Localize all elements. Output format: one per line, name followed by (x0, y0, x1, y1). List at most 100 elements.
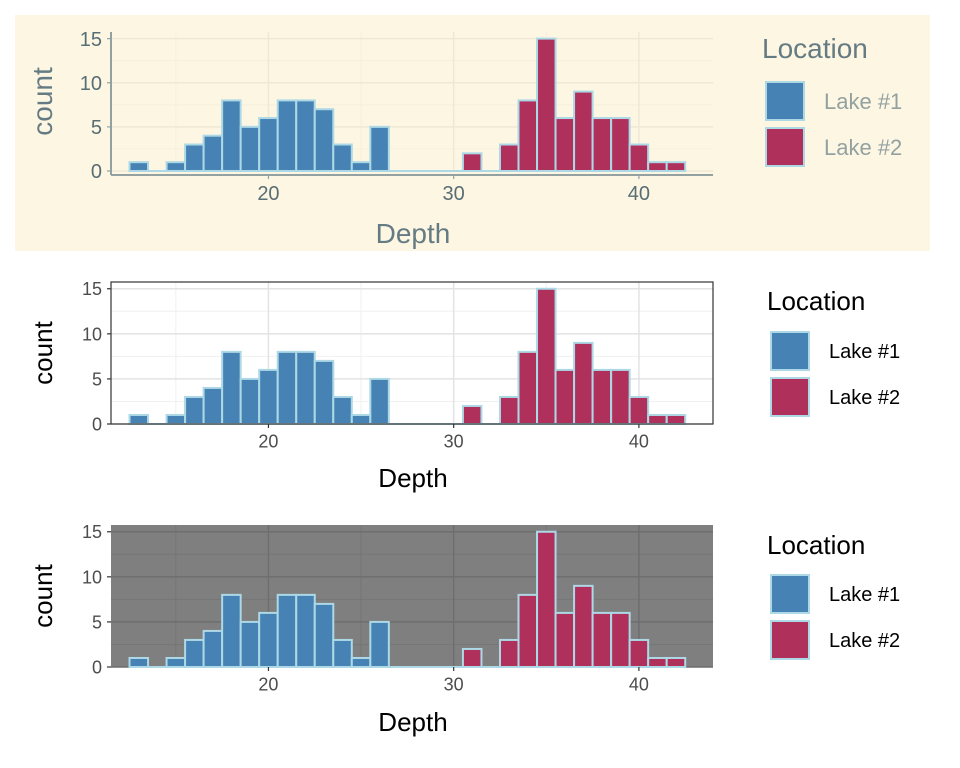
legend-label: Lake #1 (824, 89, 902, 114)
x-tick-label: 30 (444, 674, 464, 694)
legend-label: Lake #1 (829, 584, 900, 606)
histogram-bar (332, 143, 353, 172)
histogram-bar (258, 117, 279, 173)
y-tick-label: 0 (91, 161, 102, 183)
histogram-bar (461, 647, 483, 669)
histogram-bar (221, 99, 242, 172)
y-axis-title: count (28, 563, 58, 627)
histogram-bar (610, 117, 631, 173)
histogram-bar (258, 611, 279, 669)
panel-border (110, 281, 714, 425)
histogram-bar (554, 368, 576, 425)
histogram-bar (350, 413, 372, 426)
histogram-bar (369, 377, 390, 425)
histogram-bar (610, 368, 631, 425)
histogram-bar (517, 350, 539, 425)
histogram-bar (184, 395, 205, 426)
histogram-bar (554, 117, 576, 173)
histogram-bar (665, 413, 687, 426)
histogram-bar (165, 413, 187, 426)
histogram-bar (591, 368, 613, 425)
legend-label: Lake #1 (829, 341, 900, 363)
chart-1-solarized: 0 5 10 15 20 30 40 Depth count Location Lake #1 Lak… (15, 15, 930, 251)
y-tick-label: 15 (82, 279, 102, 299)
histogram-bar (573, 90, 594, 172)
histogram-bar (647, 161, 668, 173)
series-lake-1 (128, 350, 464, 426)
histogram-bar (202, 629, 224, 669)
histogram-bar (665, 656, 687, 669)
y-tick-label: 5 (92, 369, 102, 389)
legend-label: Lake #2 (829, 630, 900, 652)
x-axis-title: Depth (378, 707, 447, 737)
histogram-bar (369, 620, 390, 669)
chart-2-light: 0 5 10 15 20 30 40 Depth count Location Lake #1 Lak… (28, 279, 900, 493)
histogram-bar (128, 656, 150, 669)
y-tick-label: 5 (92, 612, 102, 632)
histogram-bar (461, 152, 483, 173)
histogram-bar (258, 368, 279, 425)
x-tick-label: 40 (629, 674, 649, 694)
x-tick-label: 40 (629, 431, 649, 451)
histogram-bar (295, 350, 316, 425)
legend: Location Lake #1 Lake #2 (767, 286, 900, 417)
histogram-bar (628, 143, 650, 172)
series-lake-2 (461, 287, 687, 426)
series-lake-2 (461, 530, 687, 669)
histogram-bar (221, 350, 242, 425)
legend-label: Lake #2 (829, 387, 900, 409)
histogram-bar (665, 161, 687, 173)
x-tick-label: 20 (257, 183, 279, 205)
legend-key (765, 81, 805, 121)
y-axis-title: count (27, 67, 58, 136)
histogram-bar (313, 359, 335, 425)
histogram-bar (498, 143, 520, 172)
histogram-bar (591, 611, 613, 669)
x-tick-label: 30 (443, 183, 465, 205)
y-axis-title: count (28, 320, 58, 384)
y-tick-label: 10 (80, 73, 102, 95)
series-lake-1 (128, 593, 464, 669)
histogram-bar (165, 161, 187, 173)
legend-title: Location (762, 33, 868, 64)
histogram-bar (498, 638, 520, 669)
histogram-bar (332, 395, 353, 426)
histogram-bar (239, 125, 261, 172)
legend-key (770, 620, 810, 660)
legend: Location Lake #1 Lake #2 (767, 530, 900, 660)
x-tick-label: 40 (628, 183, 650, 205)
chart-3-dark: 0 5 10 15 20 30 40 Depth count Location Lake #1 Lak… (28, 522, 900, 737)
histogram-bar (350, 656, 372, 669)
histogram-bar (517, 593, 539, 668)
x-tick-label: 20 (258, 674, 278, 694)
y-tick-label: 0 (92, 414, 102, 434)
histogram-bar (276, 350, 298, 425)
y-tick-label: 15 (80, 29, 102, 51)
histogram-bar (536, 287, 557, 425)
histogram-bar (610, 611, 631, 669)
histogram-bar (276, 99, 298, 172)
legend-key (770, 377, 810, 417)
y-tick-label: 0 (92, 657, 102, 677)
histogram-bar (313, 602, 335, 669)
histogram-bar (239, 377, 261, 425)
legend-title: Location (767, 530, 865, 560)
y-tick-label: 10 (82, 324, 102, 344)
histogram-bar (573, 341, 594, 426)
histogram-bar (536, 37, 557, 172)
y-tick-label: 5 (91, 117, 102, 139)
histogram-bar (276, 593, 298, 668)
legend: Location Lake #1 Lake #2 (762, 33, 902, 167)
histogram-bar (184, 143, 205, 172)
histogram-bar (647, 413, 668, 426)
legend-title: Location (767, 286, 865, 316)
histogram-bar (221, 593, 242, 668)
x-axis-title: Depth (376, 218, 451, 249)
series-lake-2 (461, 37, 687, 173)
histogram-bar (239, 620, 261, 669)
histogram-bar (313, 108, 335, 172)
legend-key (770, 574, 810, 614)
legend-key (770, 331, 810, 371)
histogram-bar (647, 656, 668, 669)
